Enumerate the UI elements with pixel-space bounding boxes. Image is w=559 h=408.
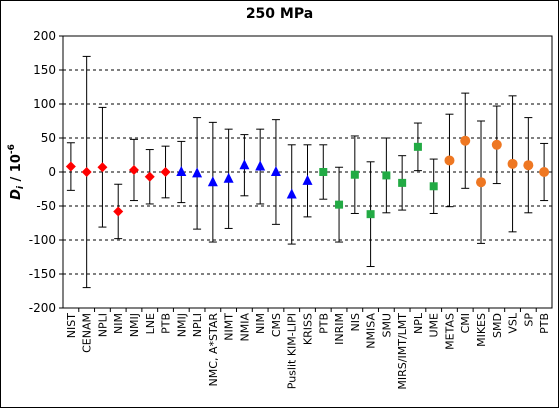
x-tick-label: NPLI (191, 313, 204, 337)
x-tick-label: NIS (349, 313, 362, 331)
x-tick-label: SP (522, 313, 535, 327)
data-point-square (335, 200, 344, 209)
y-tick-label: 200 (33, 29, 56, 43)
data-point-square (382, 171, 391, 180)
y-axis-label-exp: -6 (7, 144, 17, 154)
data-point-square (366, 210, 375, 219)
x-tick-label: PTB (538, 313, 551, 334)
data-point-square (398, 178, 407, 187)
x-tick-label: CMI (459, 313, 472, 333)
data-point-diamond (113, 206, 124, 217)
x-tick-label: NMIJ (128, 313, 141, 337)
x-tick-label: NIM (112, 313, 125, 334)
data-point-circle (491, 139, 502, 150)
y-tick-label: 0 (48, 165, 56, 179)
data-point-triangle (255, 160, 266, 171)
x-axis-ticks: NIST CENAM NPLI NIM NMIJ LNE PTB NMIJ NPLI NMC, A… (65, 308, 551, 390)
x-tick-label: METAS (443, 313, 456, 350)
x-tick-label: NIMT (223, 313, 236, 341)
y-tick-label: -200 (29, 301, 56, 315)
chart-title: 250 MPa (245, 6, 314, 22)
x-tick-label: SMD (491, 313, 504, 338)
data-point-square (429, 182, 438, 191)
x-tick-label: VSL (507, 312, 520, 334)
data-point-triangle (192, 167, 203, 178)
data-point-triangle (207, 176, 218, 187)
x-tick-label: CENAM (81, 313, 94, 353)
error-bars (66, 55, 549, 289)
y-tick-label: -100 (29, 233, 56, 247)
x-tick-label: NIM (254, 313, 267, 334)
data-point-triangle (223, 172, 234, 183)
y-axis-label-sub: i (16, 185, 26, 189)
data-point-square (413, 142, 422, 151)
data-point-triangle (239, 159, 250, 170)
data-point-triangle (270, 166, 281, 176)
data-point-square (350, 170, 359, 179)
data-point-triangle (176, 166, 187, 176)
x-tick-label: CMS (270, 313, 283, 337)
data-point-circle (507, 158, 518, 169)
y-tick-label: -50 (36, 199, 56, 213)
y-axis-label-rest: / 10 (9, 154, 24, 186)
x-tick-label: SMU (380, 313, 393, 338)
y-tick-label: 100 (33, 97, 56, 111)
x-tick-label: KRISS (302, 313, 315, 345)
data-point-triangle (286, 188, 297, 199)
y-tick-label: 150 (33, 63, 56, 77)
data-point-diamond (81, 167, 92, 177)
x-tick-label: NPLI (96, 313, 109, 337)
y-tick-label: -150 (29, 267, 56, 281)
x-tick-label: Puslit KIM-LIPI (286, 313, 299, 389)
x-tick-label: NMIA (238, 313, 251, 342)
y-tick-label: 50 (41, 131, 56, 145)
data-point-triangle (302, 174, 313, 185)
x-tick-label: NIST (65, 313, 78, 338)
x-tick-label: PTB (160, 313, 173, 334)
x-tick-label: INRIM (333, 313, 346, 345)
data-point-circle (523, 160, 534, 171)
data-point-square (319, 168, 328, 176)
x-tick-label: NMISA (365, 313, 378, 349)
y-axis-ticks: -200 -150 -100 -50 0 50 100 150 200 (29, 29, 63, 315)
data-point-circle (460, 135, 471, 146)
y-axis-label: Di / 10-6 (7, 144, 26, 200)
x-tick-label: NPL (412, 312, 425, 334)
data-point-diamond (65, 161, 76, 172)
x-tick-label: NMC, A*STAR (207, 313, 220, 387)
x-tick-label: MIKES (475, 313, 488, 347)
x-tick-label: UME (428, 313, 441, 338)
data-points (65, 135, 550, 219)
data-point-diamond (97, 162, 108, 173)
data-point-diamond (128, 164, 139, 175)
x-tick-label: LNE (144, 313, 157, 334)
data-point-circle (476, 177, 487, 188)
x-tick-label: NMIJ (175, 313, 188, 337)
x-tick-label: PTB (317, 313, 330, 334)
data-point-diamond (144, 171, 155, 182)
data-point-circle (444, 155, 455, 166)
x-tick-label: MIRS/IMT/LMT (396, 313, 409, 390)
y-axis-label-main: D (9, 189, 24, 200)
data-point-circle (539, 167, 550, 177)
data-point-diamond (160, 167, 171, 177)
